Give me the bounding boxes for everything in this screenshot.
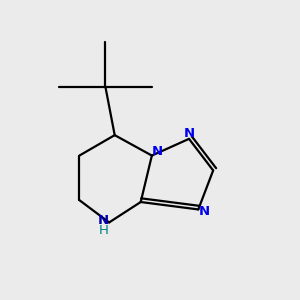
Text: N: N [152,146,163,158]
Text: N: N [98,214,109,227]
Text: N: N [183,127,195,140]
Text: H: H [99,224,109,237]
Text: N: N [198,205,209,218]
